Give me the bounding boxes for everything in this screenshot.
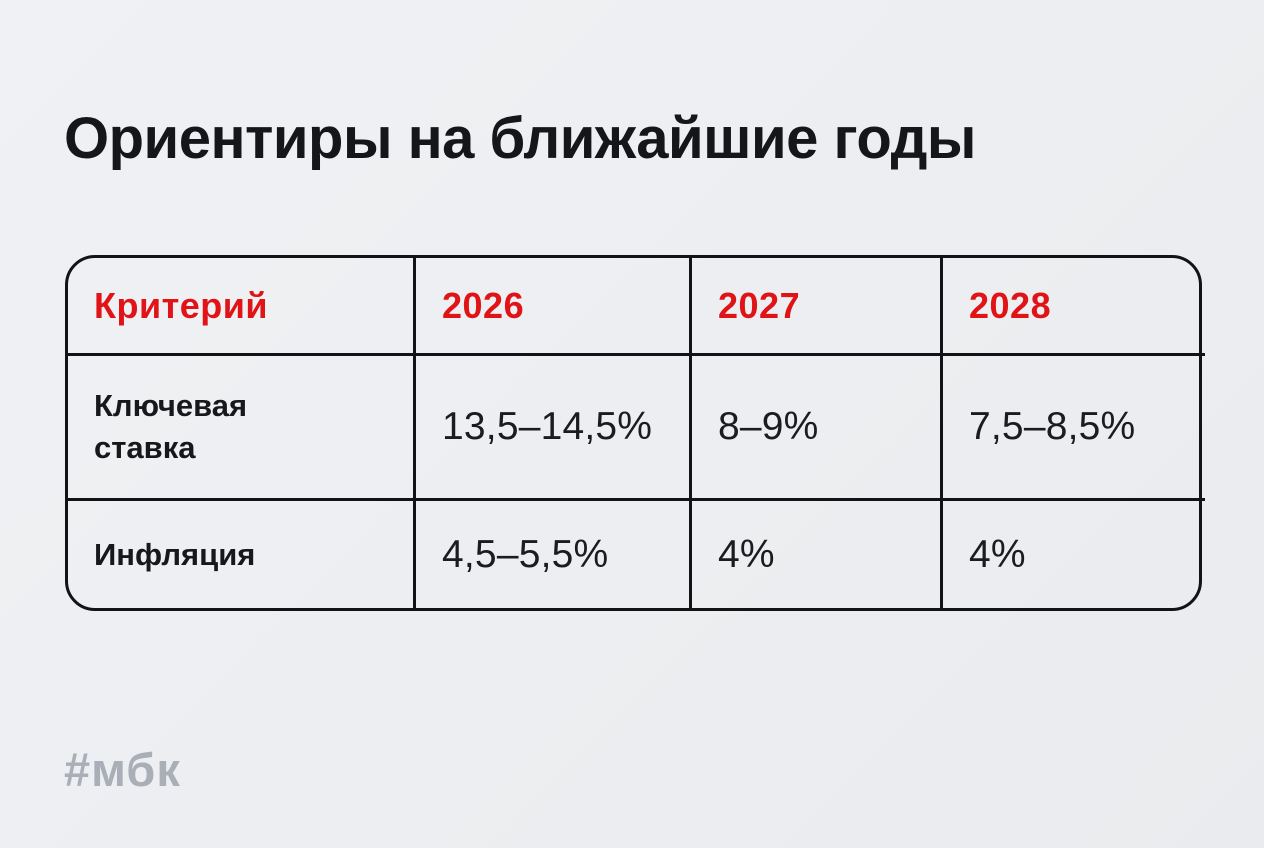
key-rate-2028-value: 7,5–8,5% — [940, 353, 1205, 498]
row-label-key-rate-text: Ключевая ставка — [94, 388, 248, 465]
table-header-2026: 2026 — [413, 258, 689, 353]
row-label-inflation: Инфляция — [68, 498, 413, 608]
table-header-2027: 2027 — [689, 258, 940, 353]
forecast-table: Критерий 2026 2027 2028 Ключевая ставка … — [65, 255, 1205, 611]
row-label-inflation-text: Инфляция — [94, 536, 256, 572]
row-label-key-rate: Ключевая ставка — [68, 353, 413, 498]
table-header-2028: 2028 — [940, 258, 1205, 353]
key-rate-2026-value: 13,5–14,5% — [413, 353, 689, 498]
page-title: Ориентиры на ближайшие годы — [64, 105, 976, 171]
key-rate-2027-value: 8–9% — [689, 353, 940, 498]
table-header-criterion: Критерий — [94, 284, 268, 326]
inflation-2027-value: 4% — [689, 498, 940, 608]
inflation-2026-value: 4,5–5,5% — [413, 498, 689, 608]
inflation-2028-value: 4% — [940, 498, 1205, 608]
mbk-watermark: #мбк — [64, 743, 181, 796]
